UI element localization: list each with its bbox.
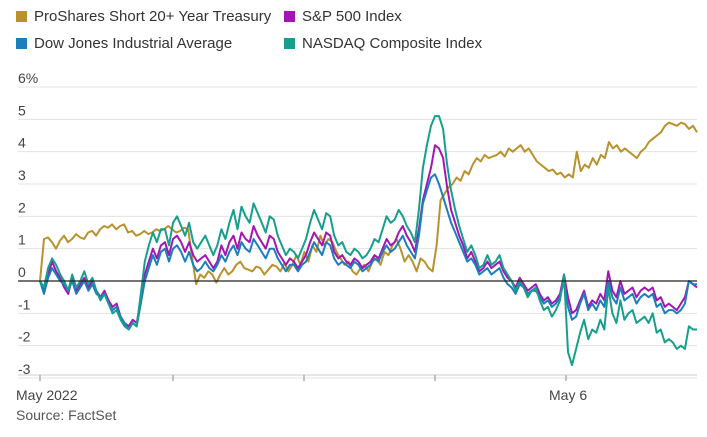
y-tick-label: 5 xyxy=(18,102,26,118)
legend-label-proshares: ProShares Short 20+ Year Treasury xyxy=(34,8,272,25)
y-axis-ticks: 6% 5 4 3 2 1 0 -1 -2 -3 xyxy=(18,70,38,377)
legend-swatch-dow xyxy=(16,38,27,49)
y-tick-label-top: 6% xyxy=(18,70,38,86)
legend-item-nasdaq: NASDAQ Composite Index xyxy=(284,35,482,52)
x-tick-label: May 6 xyxy=(549,387,587,403)
series-line-3 xyxy=(39,115,697,367)
x-axis: May 2022 May 6 xyxy=(16,374,697,403)
legend-item-dow: Dow Jones Industrial Average xyxy=(16,35,232,52)
legend-swatch-sp500 xyxy=(284,11,295,22)
legend-swatch-nasdaq xyxy=(284,38,295,49)
x-tick-label: May 2022 xyxy=(16,387,78,403)
series-lines xyxy=(39,115,698,367)
y-tick-label: 0 xyxy=(18,264,26,280)
legend-label-dow: Dow Jones Industrial Average xyxy=(34,35,233,52)
series-line-0 xyxy=(39,121,698,286)
y-tick-label: 4 xyxy=(18,135,26,151)
series-line-2 xyxy=(39,173,697,331)
y-tick-label: 3 xyxy=(18,167,26,183)
line-chart: 6% 5 4 3 2 1 0 -1 -2 -3 May 2022 May 6 xyxy=(16,70,698,403)
legend-item-proshares: ProShares Short 20+ Year Treasury xyxy=(16,8,271,25)
y-tick-label: 2 xyxy=(18,199,26,215)
legend-item-sp500: S&P 500 Index xyxy=(284,8,402,25)
y-tick-label: -2 xyxy=(18,329,31,345)
legend-label-sp500: S&P 500 Index xyxy=(302,8,402,25)
gridlines xyxy=(18,86,697,379)
legend-swatch-proshares xyxy=(16,11,27,22)
y-tick-label: 1 xyxy=(18,232,26,248)
legend-label-nasdaq: NASDAQ Composite Index xyxy=(302,35,483,52)
source-note: Source: FactSet xyxy=(16,407,117,423)
y-tick-label: -3 xyxy=(18,361,31,377)
y-tick-label: -1 xyxy=(18,296,31,312)
